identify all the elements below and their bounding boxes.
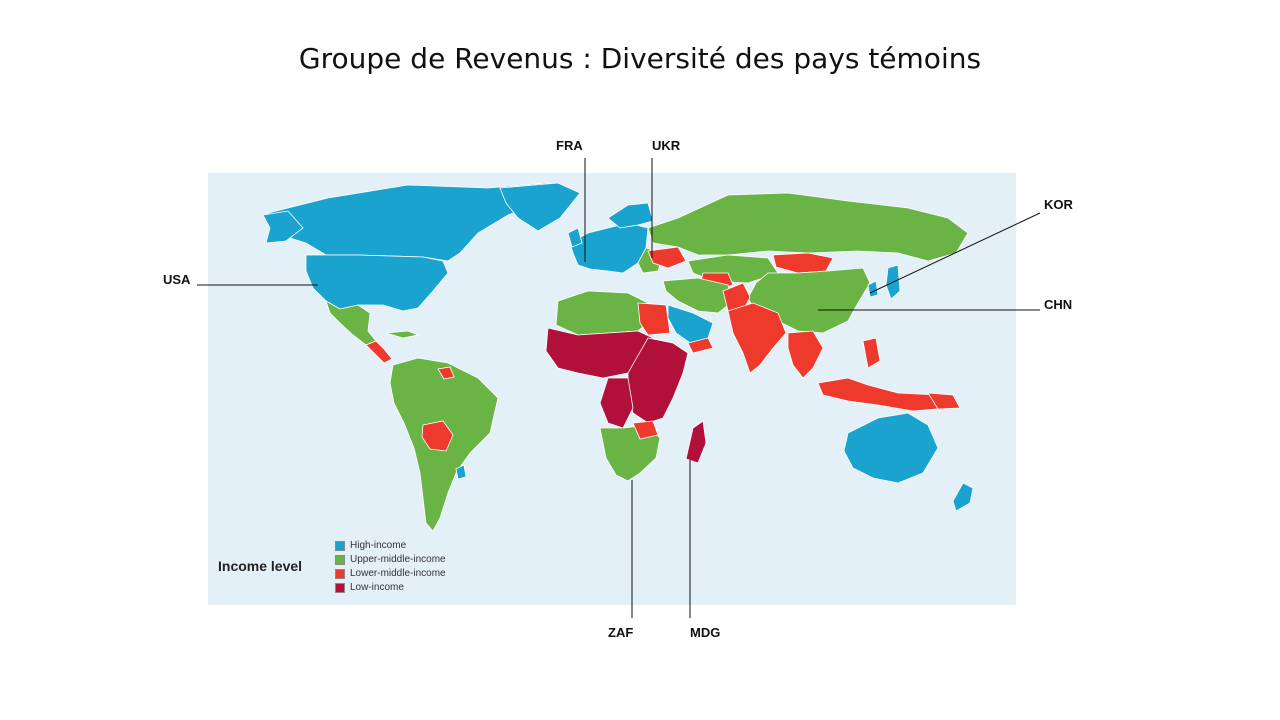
- label-kor: KOR: [1044, 197, 1073, 212]
- legend-item-high-income: High-income: [335, 540, 406, 552]
- region-western-europe: [569, 222, 649, 274]
- region-guyana: [437, 366, 455, 380]
- legend-swatch: [335, 582, 345, 593]
- label-chn: CHN: [1044, 297, 1073, 312]
- label-ukr: UKR: [652, 138, 681, 153]
- region-russia: [647, 192, 969, 262]
- region-north-africa: [555, 290, 654, 336]
- region-india: [727, 302, 787, 374]
- region-new-zealand: [952, 482, 974, 512]
- region-mongolia: [772, 252, 834, 274]
- region-usa: [305, 254, 449, 312]
- region-greenland: [499, 182, 581, 232]
- legend-item-lower-middle-income: Lower-middle-income: [335, 568, 446, 580]
- region-philippines: [862, 337, 881, 369]
- region-southeast-asia: [787, 330, 824, 379]
- legend-swatch: [335, 540, 345, 551]
- region-bolivia: [421, 420, 454, 452]
- world-map: [208, 173, 1016, 605]
- label-usa: USA: [163, 272, 191, 287]
- label-zaf: ZAF: [608, 625, 634, 640]
- region-pakistan: [722, 282, 751, 312]
- label-mdg: MDG: [690, 625, 721, 640]
- region-uk: [567, 227, 583, 248]
- legend-swatch: [335, 568, 345, 579]
- region-alaska: [262, 210, 304, 244]
- label-fra: FRA: [556, 138, 583, 153]
- region-korea-japan: [867, 264, 901, 300]
- region-central-america: [365, 340, 393, 364]
- region-canada: [267, 182, 549, 262]
- region-papua: [927, 392, 961, 410]
- legend-item-low-income: Low-income: [335, 582, 404, 594]
- region-yemen: [687, 337, 714, 354]
- slide-title: Groupe de Revenus : Diversité des pays t…: [298, 42, 982, 75]
- region-ukraine: [647, 246, 687, 269]
- region-chile-uruguay: [455, 464, 467, 480]
- map-canvas: [262, 182, 974, 532]
- region-madagascar: [685, 420, 707, 464]
- region-scandinavia: [607, 202, 654, 229]
- region-turkey-iran: [662, 277, 734, 314]
- legend-item-upper-middle-income: Upper-middle-income: [335, 554, 446, 566]
- region-central-africa: [599, 377, 634, 429]
- legend-title: Income level: [218, 558, 303, 574]
- region-mexico: [325, 300, 377, 346]
- region-caribbean: [385, 330, 420, 339]
- region-egypt: [637, 302, 671, 336]
- legend-swatch: [335, 554, 345, 565]
- region-zambia: [632, 420, 659, 440]
- region-australia: [843, 412, 939, 484]
